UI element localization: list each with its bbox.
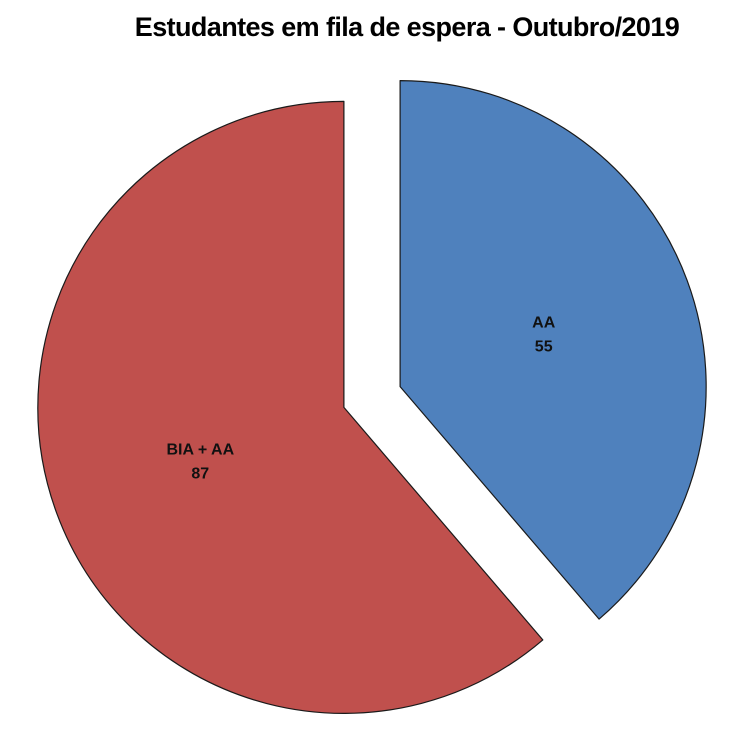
- slice-label-aa: AA 55: [532, 315, 556, 356]
- chart-title: Estudantes em fila de espera - Outubro/2…: [134, 12, 680, 42]
- slice-label-category: BIA + AA: [166, 441, 234, 458]
- slice-label-bia-aa: BIA + AA 87: [166, 441, 234, 482]
- pie-slice-aa: [399, 80, 707, 620]
- slice-label-value: 55: [535, 339, 553, 356]
- slice-label-category: AA: [532, 315, 556, 332]
- pie-slice-bia-aa: [37, 100, 544, 714]
- slice-label-value: 87: [191, 465, 209, 482]
